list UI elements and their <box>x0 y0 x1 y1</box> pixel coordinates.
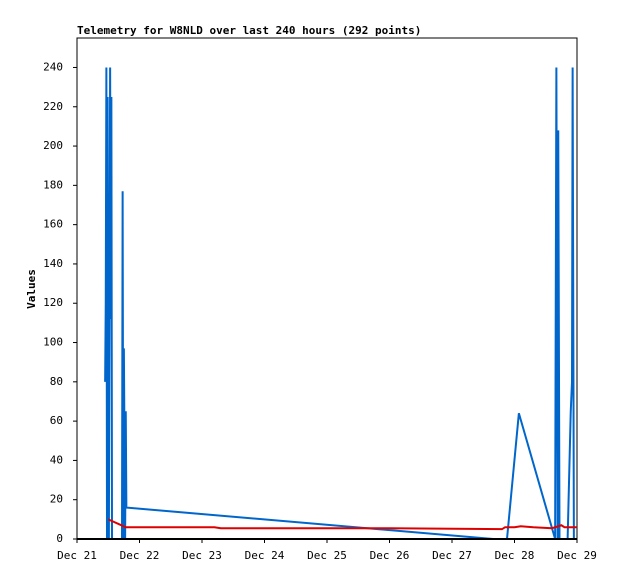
x-tick-label: Dec 21 <box>57 549 97 562</box>
y-axis-label: Values <box>25 269 38 309</box>
y-tick-label: 80 <box>50 375 63 388</box>
y-tick-label: 60 <box>50 414 63 427</box>
x-tick-label: Dec 23 <box>182 549 222 562</box>
x-tick-label: Dec 29 <box>557 549 597 562</box>
y-tick-label: 40 <box>50 453 63 466</box>
series-line <box>107 518 577 531</box>
y-tick-label: 0 <box>56 532 63 545</box>
series-line <box>104 67 575 540</box>
y-tick-label: 100 <box>43 336 63 349</box>
y-tick-label: 20 <box>50 493 63 506</box>
x-tick-label: Dec 27 <box>432 549 472 562</box>
y-tick-label: 180 <box>43 178 63 191</box>
y-tick-label: 240 <box>43 60 63 73</box>
y-tick-label: 140 <box>43 257 63 270</box>
x-tick-label: Dec 22 <box>120 549 160 562</box>
y-tick-label: 160 <box>43 218 63 231</box>
y-tick-label: 120 <box>43 296 63 309</box>
chart-title: Telemetry for W8NLD over last 240 hours … <box>77 24 421 37</box>
x-tick-label: Dec 26 <box>370 549 410 562</box>
x-tick-label: Dec 28 <box>495 549 535 562</box>
x-tick-label: Dec 24 <box>245 549 285 562</box>
plot-frame <box>76 37 578 540</box>
y-tick-label: 200 <box>43 139 63 152</box>
x-tick-label: Dec 25 <box>307 549 347 562</box>
y-tick-label: 220 <box>43 100 63 113</box>
